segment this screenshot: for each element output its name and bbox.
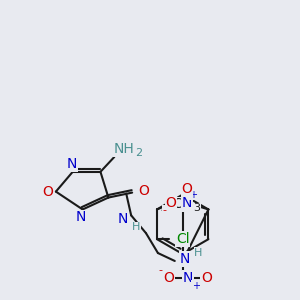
Text: -: - xyxy=(159,265,163,275)
Text: N: N xyxy=(182,271,193,285)
Text: +: + xyxy=(192,281,200,291)
Text: O: O xyxy=(139,184,149,198)
Text: NH: NH xyxy=(114,142,135,156)
Text: 3: 3 xyxy=(193,203,200,214)
Text: N: N xyxy=(118,212,128,226)
Text: N: N xyxy=(67,157,77,171)
Text: 2: 2 xyxy=(136,148,143,158)
Text: Cl: Cl xyxy=(176,232,190,246)
Text: O: O xyxy=(164,271,174,285)
Text: O: O xyxy=(181,182,192,196)
Text: O: O xyxy=(165,196,176,209)
Text: +: + xyxy=(189,190,196,200)
Text: H: H xyxy=(132,222,140,232)
Text: CH: CH xyxy=(173,197,193,212)
Text: N: N xyxy=(179,252,190,266)
Text: O: O xyxy=(43,184,53,199)
Text: H: H xyxy=(194,248,203,258)
Text: N: N xyxy=(182,196,192,209)
Text: O: O xyxy=(201,271,212,285)
Text: N: N xyxy=(76,210,86,224)
Text: -: - xyxy=(163,206,167,215)
